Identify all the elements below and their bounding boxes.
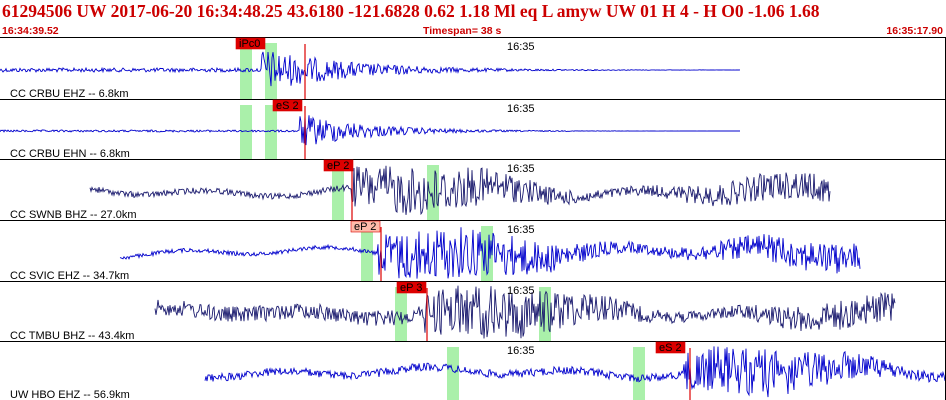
station-label-3: CC SWNB BHZ -- 27.0km (10, 209, 137, 221)
waveform-trace-1[interactable] (0, 51, 741, 87)
pick-label-1[interactable]: iPc0 (239, 38, 260, 50)
pick-label-box-4[interactable] (350, 220, 381, 233)
time-tick-label-6: 16:35 (507, 345, 535, 357)
pick-window-1-1 (240, 43, 252, 99)
timespan-label: Timespan= 38 s (423, 25, 502, 37)
time-tick-label-3: 16:35 (507, 163, 535, 175)
window-end-time: 16:35:17.90 (886, 25, 943, 37)
station-label-2: CC CRBU EHN -- 6.8km (10, 148, 130, 160)
event-summary-title: 61294506 UW 2017-06-20 16:34:48.25 43.61… (2, 1, 820, 21)
pick-window-4-1 (361, 226, 373, 281)
pick-window-5-2 (539, 287, 551, 341)
waveform-trace-5[interactable] (154, 285, 896, 339)
pick-label-5[interactable]: eP 3 (400, 282, 422, 294)
waveform-trace-3[interactable] (89, 165, 831, 216)
time-tick-label-1: 16:35 (507, 41, 535, 53)
pick-label-6[interactable]: eS 2 (659, 342, 682, 354)
pick-window-2-2 (265, 105, 277, 159)
pick-label-2[interactable]: eS 2 (276, 100, 299, 112)
station-label-6: UW HBO EHZ -- 56.9km (10, 389, 130, 400)
waveform-trace-6[interactable] (204, 346, 946, 398)
pick-window-2-1 (240, 105, 252, 159)
time-tick-label-2: 16:35 (507, 103, 535, 115)
waveform-trace-4[interactable] (119, 227, 861, 279)
station-label-4: CC SVIC EHZ -- 34.7km (10, 270, 129, 282)
pick-window-3-2 (427, 165, 439, 220)
pick-label-box-6[interactable] (655, 341, 686, 354)
waveform-trace-2[interactable] (0, 115, 740, 146)
pick-label-box-3[interactable] (323, 159, 354, 172)
pick-window-6-1 (447, 347, 459, 400)
window-start-time: 16:34:39.52 (2, 25, 59, 37)
time-tick-label-4: 16:35 (507, 224, 535, 236)
station-label-1: CC CRBU EHZ -- 6.8km (10, 88, 129, 100)
pick-label-box-5[interactable] (396, 281, 427, 294)
pick-window-1-2 (265, 43, 277, 99)
pick-label-box-1[interactable] (235, 37, 266, 50)
pick-label-box-2[interactable] (272, 99, 303, 112)
time-tick-label-5: 16:35 (507, 285, 535, 297)
station-label-5: CC TMBU BHZ -- 43.4km (10, 330, 134, 342)
pick-label-4[interactable]: eP 2 (354, 221, 376, 233)
pick-window-6-2 (633, 347, 645, 400)
pick-window-3-1 (332, 165, 344, 220)
pick-label-3[interactable]: eP 2 (327, 160, 349, 172)
